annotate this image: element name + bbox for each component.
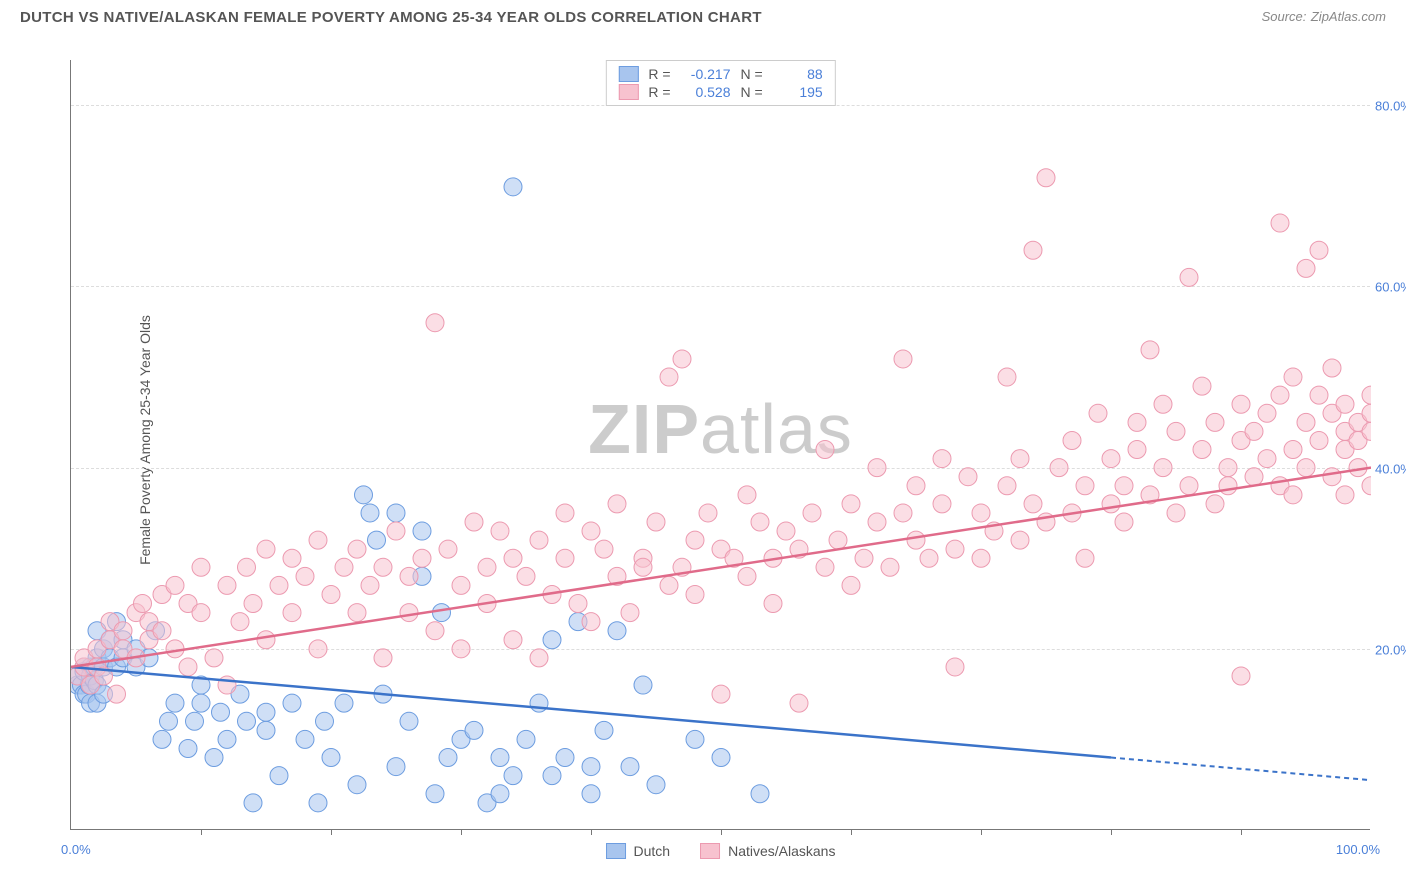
y-tick-label: 20.0% bbox=[1375, 642, 1406, 657]
y-tick-label: 80.0% bbox=[1375, 99, 1406, 114]
y-tick-label: 40.0% bbox=[1375, 461, 1406, 476]
correlation-legend: R = -0.217 N = 88 R = 0.528 N = 195 bbox=[605, 60, 835, 106]
y-tick-label: 60.0% bbox=[1375, 280, 1406, 295]
regression-line-extrapolated bbox=[1111, 758, 1371, 781]
dutch-swatch bbox=[618, 66, 638, 82]
x-axis-max-label: 100.0% bbox=[1336, 842, 1380, 857]
source-label: Source: bbox=[1262, 9, 1307, 24]
x-axis-min-label: 0.0% bbox=[61, 842, 91, 857]
dutch-label: Dutch bbox=[634, 843, 671, 859]
dutch-r-value: -0.217 bbox=[681, 66, 731, 82]
regression-line bbox=[71, 667, 1111, 758]
r-label: R = bbox=[648, 66, 670, 82]
plot-area: ZIPatlas 20.0%40.0%60.0%80.0% 0.0% 100.0… bbox=[70, 60, 1370, 830]
legend-item-natives: Natives/Alaskans bbox=[700, 843, 835, 859]
legend-item-dutch: Dutch bbox=[606, 843, 671, 859]
dutch-swatch-icon bbox=[606, 843, 626, 859]
regression-line bbox=[71, 468, 1371, 667]
natives-n-value: 195 bbox=[773, 84, 823, 100]
source-name: ZipAtlas.com bbox=[1311, 9, 1386, 24]
natives-r-value: 0.528 bbox=[681, 84, 731, 100]
natives-label: Natives/Alaskans bbox=[728, 843, 835, 859]
legend-row-natives: R = 0.528 N = 195 bbox=[618, 83, 822, 101]
r-label: R = bbox=[648, 84, 670, 100]
chart-container: Female Poverty Among 25-34 Year Olds ZIP… bbox=[50, 40, 1390, 840]
n-label: N = bbox=[741, 84, 763, 100]
natives-swatch-icon bbox=[700, 843, 720, 859]
dutch-n-value: 88 bbox=[773, 66, 823, 82]
legend-row-dutch: R = -0.217 N = 88 bbox=[618, 65, 822, 83]
series-legend: Dutch Natives/Alaskans bbox=[606, 843, 836, 859]
n-label: N = bbox=[741, 66, 763, 82]
natives-swatch bbox=[618, 84, 638, 100]
chart-title: DUTCH VS NATIVE/ALASKAN FEMALE POVERTY A… bbox=[20, 9, 762, 26]
source-attribution: Source: ZipAtlas.com bbox=[1262, 8, 1386, 26]
regression-lines-layer bbox=[71, 60, 1371, 830]
